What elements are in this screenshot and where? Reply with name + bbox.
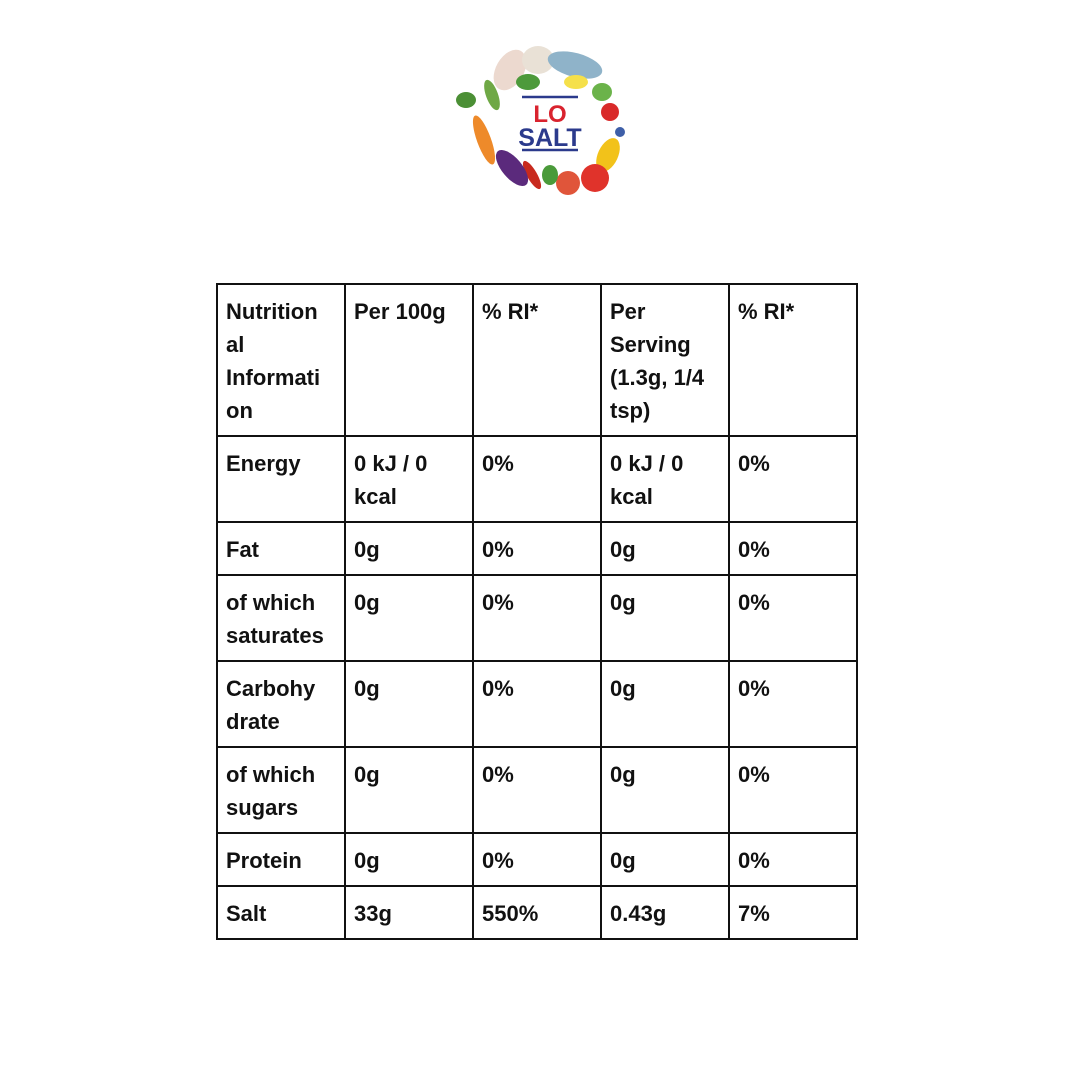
table-cell: 0g: [344, 574, 474, 662]
header-cell: Per 100g: [344, 283, 474, 437]
table-cell: 0%: [472, 574, 602, 662]
table-cell: 0g: [600, 660, 730, 748]
vegetable-wreath-icon: LO SALT: [456, 46, 625, 195]
table-cell: 0 kJ / 0 kcal: [344, 435, 474, 523]
table-row: Fat 0g 0% 0g 0%: [216, 521, 858, 576]
table-cell: 0.43g: [600, 885, 730, 940]
table-cell: 0%: [472, 660, 602, 748]
table-cell: 33g: [344, 885, 474, 940]
table-cell: 0 kJ / 0 kcal: [600, 435, 730, 523]
table-cell: 550%: [472, 885, 602, 940]
table-cell: Protein: [216, 832, 346, 887]
table-cell: 0g: [344, 832, 474, 887]
header-cell: % RI*: [728, 283, 858, 437]
table-cell: of which saturates: [216, 574, 346, 662]
table-cell: 0%: [472, 832, 602, 887]
table-row: Salt 33g 550% 0.43g 7%: [216, 885, 858, 940]
table-cell: Salt: [216, 885, 346, 940]
nutrition-table: Nutrition al Informati on Per 100g% RI* Pe…: [216, 283, 858, 940]
table-cell: Fat: [216, 521, 346, 576]
table-cell: 0g: [344, 521, 474, 576]
table-cell: 0%: [728, 660, 858, 748]
table-cell: 0g: [600, 521, 730, 576]
svg-text:SALT: SALT: [518, 124, 581, 152]
table-cell: 0%: [728, 435, 858, 523]
table-cell: 0g: [344, 660, 474, 748]
table-cell: 0%: [728, 832, 858, 887]
lo-salt-logo: LO SALT: [450, 40, 630, 200]
table-cell: of which sugars: [216, 746, 346, 834]
table-cell: 0%: [472, 746, 602, 834]
header-cell: Nutrition al Informati on: [216, 283, 346, 437]
table-cell: 0%: [472, 521, 602, 576]
table-cell: 0%: [728, 574, 858, 662]
table-row: Protein 0g 0% 0g 0%: [216, 832, 858, 887]
table-cell: 0g: [600, 832, 730, 887]
table-cell: 0g: [600, 574, 730, 662]
table-cell: 0%: [728, 746, 858, 834]
table-row: of which saturates 0g 0% 0g 0%: [216, 574, 858, 662]
header-cell: % RI*: [472, 283, 602, 437]
header-cell: Per Serving (1.3g, 1/4 tsp): [600, 283, 730, 437]
header-row: Nutrition al Informati on Per 100g% RI* Pe…: [216, 283, 858, 437]
table-cell: Carbohy drate: [216, 660, 346, 748]
table-cell: 0g: [344, 746, 474, 834]
table-row: of which sugars 0g 0% 0g 0%: [216, 746, 858, 834]
table-row: Energy 0 kJ / 0 kcal 0% 0 kJ / 0 kcal 0%: [216, 435, 858, 523]
table-row: Carbohy drate 0g 0% 0g 0%: [216, 660, 858, 748]
table-cell: 0%: [472, 435, 602, 523]
table-cell: 7%: [728, 885, 858, 940]
table-cell: 0g: [600, 746, 730, 834]
table-cell: Energy: [216, 435, 346, 523]
svg-text:LO: LO: [533, 101, 566, 128]
table-cell: 0%: [728, 521, 858, 576]
